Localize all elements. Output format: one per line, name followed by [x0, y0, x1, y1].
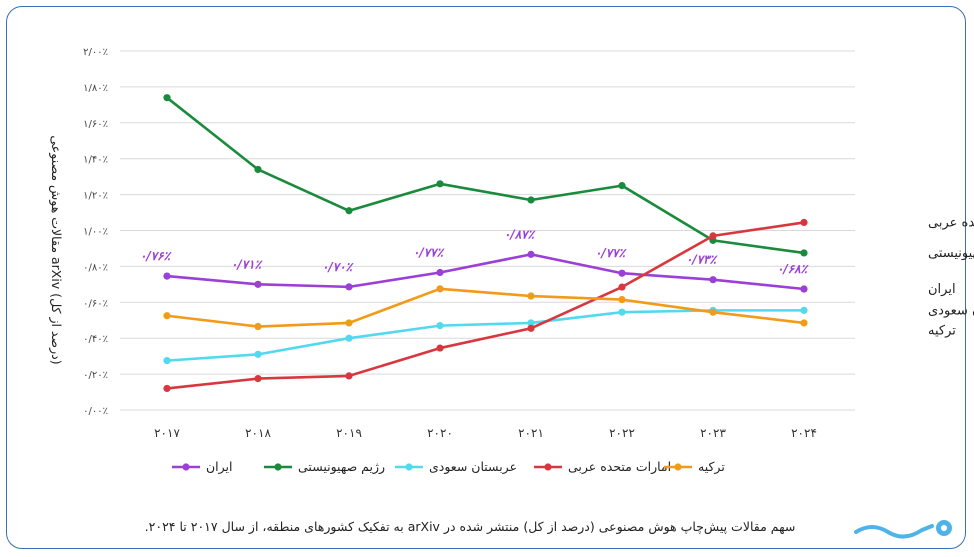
data-label-iran: ۰/۸۷٪	[504, 227, 537, 241]
data-point-iran	[709, 276, 717, 284]
legend-label-uae: امارات متحده عربی	[568, 459, 671, 475]
series-line-iran	[166, 253, 805, 291]
y-tick-label: ۰/۶۰٪	[83, 298, 108, 309]
data-point-uae	[163, 384, 171, 393]
y-tick-label: ۱/۰۰٪	[83, 227, 108, 238]
x-tick-label: ۲۰۲۲	[609, 426, 635, 440]
data-point-saudi	[345, 334, 353, 342]
x-tick-label: ۲۰۱۷	[154, 426, 180, 440]
data-point-turkey	[345, 319, 353, 327]
end-labels: امارات متحده عربی رژیم صهیونیستی ایران عربس…	[928, 215, 974, 338]
data-label-iran: ۰/۷۷٪	[595, 246, 628, 260]
series-lines	[166, 96, 805, 390]
data-point-saudi	[163, 357, 171, 365]
data-point-uae	[527, 324, 535, 332]
legend-marker-turkey	[674, 463, 682, 471]
data-point-iran	[436, 268, 444, 277]
grid-lines	[120, 50, 855, 411]
data-label-iran: ۰/۷۱٪	[231, 257, 264, 271]
y-tick-labels: ۰/۰۰٪ ۰/۲۰٪ ۰/۴۰٪ ۰/۶۰٪ ۰/۸۰٪ ۱/۰۰٪ ۱/۲۰٪ ۱/۴۰٪…	[83, 47, 108, 417]
legend-marker-saudi	[405, 463, 413, 471]
y-tick-label: ۰/۸۰٪	[83, 262, 108, 273]
y-tick-label: ۰/۴۰٪	[83, 334, 108, 345]
end-label: ایران	[928, 282, 956, 297]
legend-label-israel: رژیم صهیونیستی	[298, 459, 385, 475]
data-point-iran	[163, 272, 171, 280]
y-tick-label: ۱/۶۰٪	[83, 119, 108, 130]
data-point-israel	[345, 207, 353, 215]
data-point-turkey	[709, 308, 717, 316]
end-label: ترکیه	[928, 323, 956, 338]
chart-caption: سهم مقالات پیش‌چاپ هوش مصنوعی (درصد از ک…	[144, 519, 796, 534]
legend-marker-israel	[274, 463, 282, 471]
data-label-iran: ۰/۷۷٪	[413, 246, 446, 260]
data-label-iran: ۰/۶۸٪	[777, 262, 810, 276]
data-labels: ۰/۷۶٪ ۰/۷۱٪ ۰/۷۰٪ ۰/۷۷٪ ۰/۸۷٪ ۰/۷۷٪ ۰/۷۳٪ ۰/۶۸٪	[140, 227, 810, 276]
data-point-israel	[436, 180, 444, 188]
y-tick-label: ۱/۲۰٪	[83, 191, 108, 202]
data-point-israel	[800, 249, 808, 257]
end-label: عربستان سعودی	[928, 303, 974, 318]
data-point-israel	[254, 165, 262, 174]
y-tick-label: ۱/۸۰٪	[83, 83, 108, 94]
legend-label-turkey: ترکیه	[698, 459, 725, 475]
data-point-turkey	[254, 322, 262, 331]
data-point-saudi	[800, 306, 808, 314]
data-point-israel	[163, 94, 171, 102]
x-tick-label: ۲۰۲۰	[427, 426, 453, 440]
brand-logo-graphic	[854, 520, 952, 539]
data-label-iran: ۰/۷۶٪	[140, 249, 173, 263]
data-point-saudi	[436, 322, 444, 330]
data-point-iran	[254, 280, 262, 288]
data-point-saudi	[618, 308, 626, 316]
series-line-israel	[166, 96, 805, 255]
legend-label-saudi: عربستان سعودی	[429, 459, 517, 475]
data-point-israel	[527, 196, 535, 204]
data-point-uae	[436, 344, 444, 352]
data-point-iran	[345, 283, 353, 291]
data-label-iran: ۰/۷۰٪	[322, 260, 355, 274]
data-point-uae	[709, 232, 717, 240]
legend-marker-iran	[182, 463, 190, 471]
x-tick-labels: ۲۰۱۷ ۲۰۱۸ ۲۰۱۹ ۲۰۲۰ ۲۰۲۱ ۲۰۲۲ ۲۰۲۳ ۲۰۲۴	[154, 426, 817, 440]
series-line-turkey	[166, 287, 805, 328]
data-point-turkey	[800, 319, 808, 327]
data-point-uae	[254, 374, 262, 383]
series-points	[163, 94, 808, 393]
data-label-iran: ۰/۷۳٪	[686, 253, 719, 267]
data-point-turkey	[436, 285, 444, 293]
y-tick-label: ۲/۰۰٪	[83, 47, 108, 58]
brand-logo	[852, 514, 956, 542]
series-line-uae	[166, 221, 805, 390]
data-point-turkey	[527, 292, 535, 300]
series-line-saudi	[166, 309, 804, 362]
y-axis-label: مقالات هوش مصنوعی arXiv (درصد از کل)	[48, 135, 64, 364]
legend-marker-uae	[544, 463, 552, 471]
x-tick-label: ۲۰۲۴	[791, 426, 817, 440]
y-tick-label: ۱/۴۰٪	[83, 155, 108, 166]
x-tick-label: ۲۰۲۳	[700, 426, 726, 440]
x-tick-label: ۲۰۱۹	[336, 426, 362, 440]
data-point-uae	[800, 218, 808, 227]
data-point-turkey	[618, 296, 626, 304]
x-tick-label: ۲۰۲۱	[518, 426, 544, 440]
data-point-saudi	[254, 350, 262, 358]
end-label: امارات متحده عربی	[928, 215, 974, 230]
y-tick-label: ۰/۲۰٪	[83, 370, 108, 381]
legend: ایران رژیم صهیونیستی عربستان سعودی امارات م…	[172, 459, 725, 475]
y-tick-label: ۰/۰۰٪	[83, 406, 108, 417]
x-tick-label: ۲۰۱۸	[245, 426, 271, 440]
data-point-uae	[345, 372, 353, 380]
data-point-iran	[618, 269, 626, 277]
data-point-saudi	[527, 319, 535, 327]
end-label: رژیم صهیونیستی	[928, 246, 974, 261]
data-point-iran	[527, 250, 535, 258]
data-point-iran	[800, 285, 808, 293]
data-point-israel	[618, 182, 626, 190]
data-point-turkey	[163, 312, 171, 320]
data-point-uae	[618, 283, 626, 291]
legend-label-iran: ایران	[206, 459, 233, 475]
